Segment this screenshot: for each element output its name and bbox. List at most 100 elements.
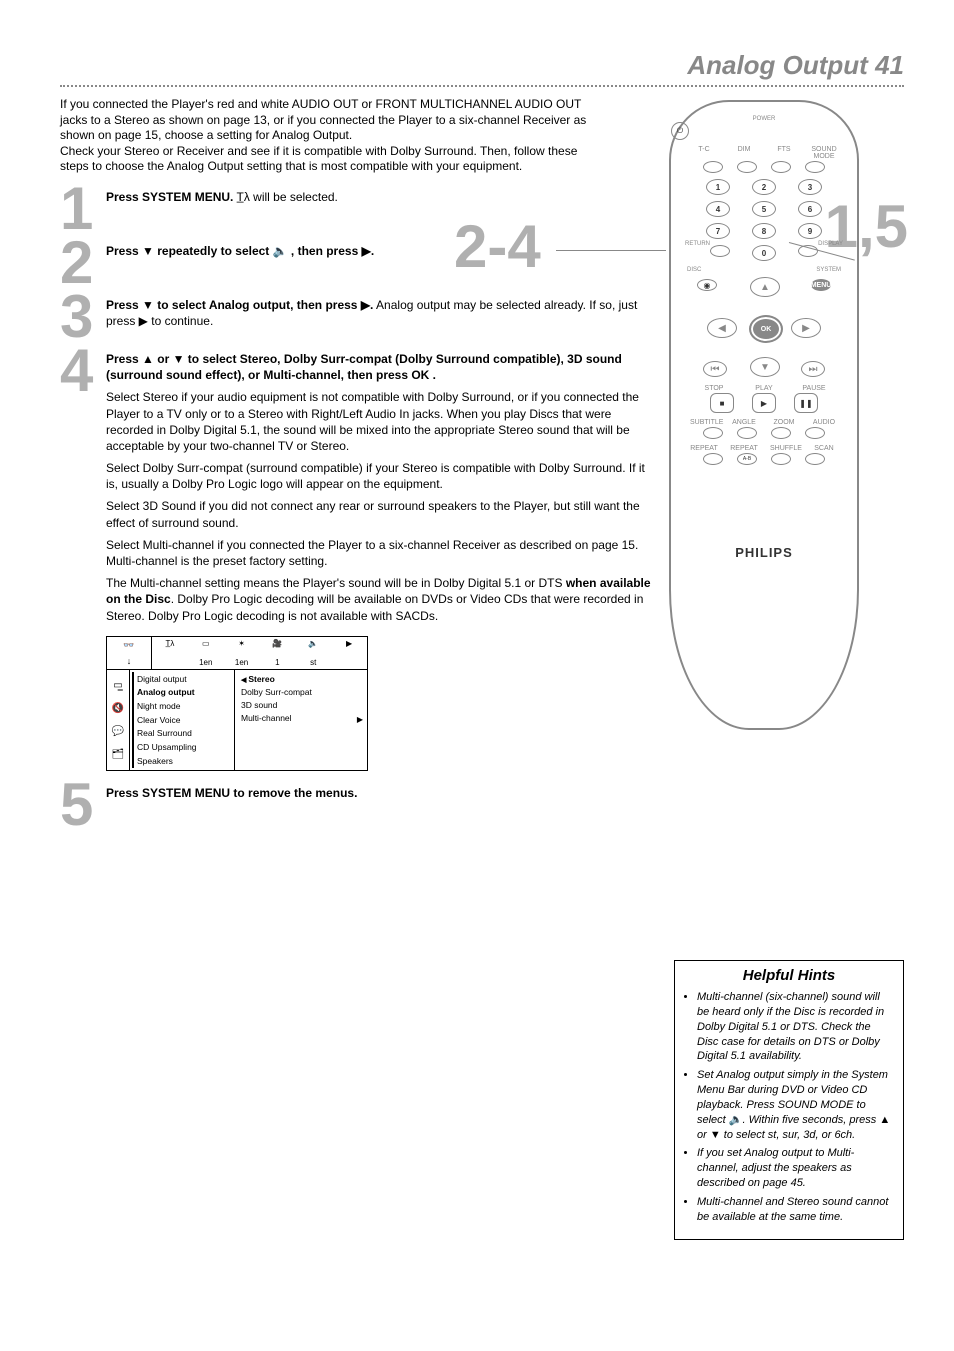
callout-2-4: 2-4 <box>454 212 541 281</box>
transport-label-row: STOP PLAY PAUSE <box>671 385 857 392</box>
step-number: 3 <box>60 293 106 341</box>
num-0-button[interactable]: 0 <box>752 245 776 261</box>
callout-line <box>556 250 666 251</box>
angle-button[interactable] <box>737 427 757 439</box>
next-button[interactable]: ⏭ <box>801 361 825 377</box>
audio-button[interactable] <box>805 427 825 439</box>
step-bold: Press SYSTEM MENU to remove the menus. <box>106 786 357 800</box>
repeat-button[interactable] <box>703 453 723 465</box>
num-9-button[interactable]: 9 <box>798 223 822 239</box>
system-menu-button[interactable]: MENU <box>811 279 831 291</box>
steps-list: 1 Press SYSTEM MENU. T̲λ will be selecte… <box>60 185 660 829</box>
step-para: The Multi-channel setting means the Play… <box>106 575 660 624</box>
play-button[interactable]: ▶ <box>752 393 776 413</box>
up-button[interactable]: ▲ <box>750 277 780 297</box>
fts-button[interactable] <box>771 161 791 173</box>
numpad-row: 0 <box>671 245 857 261</box>
osd-list-item: Real Surround <box>137 728 232 738</box>
disc-menu-button[interactable]: ◉ <box>697 279 717 291</box>
stop-button[interactable]: ■ <box>710 393 734 413</box>
step-body: Press ▲ or ▼ to select Stereo, Dolby Sur… <box>106 347 660 630</box>
osd-options-list: StereoDolby Surr-compat3D soundMulti-cha… <box>235 670 367 770</box>
right-button[interactable]: ▶ <box>791 318 821 338</box>
osd-top-cell: ✶1en <box>224 637 260 669</box>
left-button[interactable]: ◀ <box>707 318 737 338</box>
osd-side-icon: 💬 <box>112 726 124 737</box>
numpad-row: RETURN 7 8 9 DISPLAY <box>671 223 857 239</box>
scan-button[interactable] <box>805 453 825 465</box>
osd-list-item: Digital output <box>137 674 232 684</box>
step-number: 2 <box>60 239 106 287</box>
step-number: 1 <box>60 185 106 233</box>
num-3-button[interactable]: 3 <box>798 179 822 195</box>
zoom-label: ZOOM <box>770 419 798 426</box>
osd-option-item: Dolby Surr-compat <box>241 687 361 697</box>
subtitle-button[interactable] <box>703 427 723 439</box>
page: Analog Output 41 If you connected the Pl… <box>0 0 954 875</box>
osd-top-left: 👓 ↓ <box>107 637 152 669</box>
osd-body: ▭̲🔇💬🗂 Digital outputAnalog outputNight m… <box>107 670 367 770</box>
step-number: 5 <box>60 781 106 829</box>
pause-label: PAUSE <box>800 385 828 392</box>
num-5-button[interactable]: 5 <box>752 201 776 217</box>
remote-body: POWER ⏻ T-C DIM FTS SOUND MODE 1 2 3 <box>669 100 859 730</box>
step-body: Press SYSTEM MENU. T̲λ will be selected. <box>106 185 660 205</box>
step-para: Select 3D Sound if you did not connect a… <box>106 498 660 530</box>
osd-top-cell: T̲λ <box>152 637 188 669</box>
hint-item: Multi-channel (six-channel) sound will b… <box>697 990 893 1064</box>
osd-list-item: CD Upsampling <box>137 742 232 752</box>
osd-top-cell: 🎥1 <box>259 637 295 669</box>
shuffle-button[interactable] <box>771 453 791 465</box>
num-2-button[interactable]: 2 <box>752 179 776 195</box>
dim-label: DIM <box>730 146 758 160</box>
step-body: Press SYSTEM MENU to remove the menus. <box>106 781 660 801</box>
repeat-ab-button[interactable]: A-B <box>737 453 757 465</box>
shuffle-label: SHUFFLE <box>770 445 798 452</box>
pause-button[interactable]: ❚❚ <box>794 393 818 413</box>
display-button[interactable] <box>798 245 818 257</box>
label-row: T-C DIM FTS SOUND MODE <box>671 146 857 160</box>
down-button[interactable]: ▼ <box>750 357 780 377</box>
tc-button[interactable] <box>703 161 723 173</box>
osd-list-item: Speakers <box>137 756 232 766</box>
step-bold: Press ▲ or ▼ to select Stereo, Dolby Sur… <box>106 352 622 382</box>
osd-top-cell: ▭1en <box>188 637 224 669</box>
helpful-hints-box: Helpful Hints Multi-channel (six-channel… <box>674 960 904 1240</box>
button-row <box>671 427 857 439</box>
osd-top-cells: T̲λ▭1en✶1en🎥1🔈st▶ <box>152 637 367 669</box>
osd-top-cell: 🔈st <box>295 637 331 669</box>
num-1-button[interactable]: 1 <box>706 179 730 195</box>
right-arrow-icon: ▶ <box>357 715 363 724</box>
num-7-button[interactable]: 7 <box>706 223 730 239</box>
page-title: Analog Output 41 <box>60 50 904 81</box>
soundmode-label: SOUND MODE <box>810 146 838 160</box>
disc-label: DISC <box>687 267 701 273</box>
step-1: 1 Press SYSTEM MENU. T̲λ will be selecte… <box>60 185 660 233</box>
play-label: PLAY <box>750 385 778 392</box>
soundmode-button[interactable] <box>805 161 825 173</box>
ok-button[interactable]: OK <box>749 315 783 343</box>
osd-menu-list: Digital outputAnalog outputNight modeCle… <box>130 670 235 770</box>
step-para: Select Multi-channel if you connected th… <box>106 537 660 569</box>
subtitle-label: SUBTITLE <box>690 419 718 426</box>
zoom-button[interactable] <box>771 427 791 439</box>
step-5: 5 Press SYSTEM MENU to remove the menus. <box>60 781 660 829</box>
audio-label: AUDIO <box>810 419 838 426</box>
power-button[interactable]: ⏻ <box>671 122 689 140</box>
prev-button[interactable]: ⏮ <box>703 361 727 377</box>
num-6-button[interactable]: 6 <box>798 201 822 217</box>
step-3: 3 Press ▼ to select Analog output, then … <box>60 293 660 341</box>
num-8-button[interactable]: 8 <box>752 223 776 239</box>
dim-button[interactable] <box>737 161 757 173</box>
step-rest: T̲λ will be selected. <box>237 190 338 204</box>
num-4-button[interactable]: 4 <box>706 201 730 217</box>
dpad: ◉ MENU ▲ ▼ ◀ ▶ OK ⏮ ⏭ <box>699 277 829 377</box>
stop-label: STOP <box>700 385 728 392</box>
osd-list-item: Clear Voice <box>137 715 232 725</box>
numpad-row: 1 2 3 <box>671 179 857 195</box>
step-4: 4 Press ▲ or ▼ to select Stereo, Dolby S… <box>60 347 660 630</box>
tc-label: T-C <box>690 146 718 160</box>
button-row: A-B <box>671 453 857 465</box>
return-button[interactable] <box>710 245 730 257</box>
label-row: REPEAT REPEAT SHUFFLE SCAN <box>671 445 857 452</box>
